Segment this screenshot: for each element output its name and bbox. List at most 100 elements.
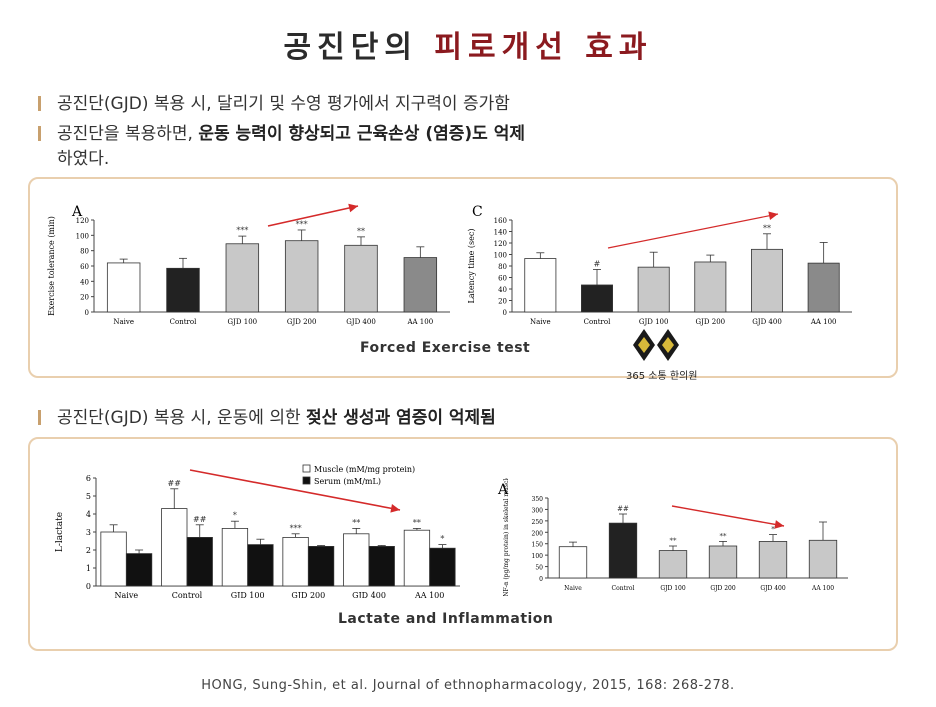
bullet-bar-icon bbox=[38, 126, 41, 141]
y-tick-label: 120 bbox=[76, 217, 89, 225]
panel-letter: C bbox=[472, 204, 483, 220]
y-tick-label: 160 bbox=[494, 217, 507, 225]
y-axis-label: L-lactate bbox=[55, 512, 65, 552]
significance-label: ** bbox=[413, 518, 421, 527]
y-tick-label: 6 bbox=[86, 474, 91, 483]
forced-exercise-caption: Forced Exercise test bbox=[360, 340, 531, 356]
y-tick-label: 120 bbox=[494, 240, 507, 248]
x-tick-label: GJD 200 bbox=[291, 591, 325, 598]
y-tick-label: 50 bbox=[535, 565, 543, 572]
y-tick-label: 4 bbox=[86, 510, 91, 519]
title-part1: 공진단의 bbox=[283, 30, 418, 65]
significance-label: ** bbox=[670, 537, 678, 545]
x-tick-label: GJD 100 bbox=[228, 318, 258, 326]
bar bbox=[807, 262, 840, 313]
x-tick-label: Naive bbox=[530, 318, 551, 326]
legend-label: Muscle (mM/mg protein) bbox=[314, 465, 415, 474]
significance-label: ** bbox=[763, 224, 771, 233]
y-tick-label: 100 bbox=[532, 553, 544, 560]
bar bbox=[161, 508, 188, 587]
chart-exercise-tolerance: 0 20 40 60 80 100 120 Exercise tolerance (min) A… bbox=[47, 203, 450, 326]
x-tick-label: Control bbox=[612, 585, 635, 592]
bar bbox=[694, 261, 727, 313]
title-part2: 피로개선 효과 bbox=[434, 30, 653, 65]
bar bbox=[751, 248, 783, 313]
y-tick-label: 0 bbox=[86, 582, 91, 591]
y-tick-label: 0 bbox=[503, 309, 507, 317]
bar bbox=[524, 258, 557, 313]
bar bbox=[125, 553, 153, 587]
panel-letter: A bbox=[497, 482, 509, 498]
y-axis-label: Latency time (sec) bbox=[467, 229, 476, 304]
bar bbox=[368, 546, 395, 587]
x-tick-label: Naive bbox=[564, 585, 582, 592]
y-tick-label: 5 bbox=[86, 492, 91, 501]
bar bbox=[247, 544, 274, 587]
x-tick-label: GJD 100 bbox=[660, 585, 686, 592]
page-title: 공진단의 피로개선 효과 bbox=[0, 22, 936, 66]
bar bbox=[284, 240, 319, 313]
y-tick-label: 40 bbox=[498, 286, 507, 294]
x-tick-label: GJD 200 bbox=[287, 318, 317, 326]
trend-arrow-head bbox=[390, 504, 400, 513]
trend-arrow-head bbox=[348, 203, 358, 213]
y-tick-label: 100 bbox=[76, 232, 89, 240]
bullet-2-text: 공진단을 복용하면, bbox=[57, 124, 199, 144]
significance-label: ** bbox=[352, 518, 360, 527]
y-tick-label: 20 bbox=[498, 298, 507, 306]
bar bbox=[403, 257, 438, 313]
bullet-bar-icon bbox=[38, 410, 41, 425]
y-tick-label: 60 bbox=[498, 275, 507, 283]
bar bbox=[166, 267, 200, 313]
y-tick-label: 60 bbox=[80, 263, 89, 271]
x-tick-label: GJD 100 bbox=[639, 318, 669, 326]
bar bbox=[558, 546, 588, 579]
x-tick-label: GJD 200 bbox=[696, 318, 726, 326]
significance-label: *** bbox=[236, 226, 248, 235]
bar bbox=[429, 547, 456, 587]
x-tick-label: GJD 400 bbox=[760, 585, 786, 592]
chart-l-lactate: 0 1 2 3 4 5 6 L-lactate Naive Control GJD 100 GJD 2… bbox=[55, 464, 460, 598]
bar bbox=[808, 539, 838, 579]
x-tick-label: AA 100 bbox=[406, 318, 433, 326]
y-tick-label: 150 bbox=[532, 542, 544, 549]
bullet-1-text: 공진단(GJD) 복용 시, 달리기 및 수영 평가에서 지구력이 증가함 bbox=[57, 94, 510, 114]
y-tick-label: 0 bbox=[85, 309, 89, 317]
legend-swatch bbox=[302, 476, 311, 485]
significance-label: # bbox=[594, 259, 601, 268]
x-tick-label: Control bbox=[170, 318, 197, 326]
clinic-logo: 365 소통 한의원 bbox=[626, 327, 697, 382]
bar bbox=[708, 545, 738, 579]
bullet-2-line2: 하였다. bbox=[57, 149, 110, 169]
bar bbox=[658, 550, 688, 579]
x-tick-label: AA 100 bbox=[810, 318, 837, 326]
y-tick-label: 40 bbox=[80, 278, 89, 286]
x-tick-label: GJD 400 bbox=[752, 318, 782, 326]
significance-label: ** bbox=[720, 532, 728, 540]
trend-arrow-line bbox=[607, 213, 779, 249]
bullet-bar-icon bbox=[38, 96, 41, 111]
bullet-3: 공진단(GJD) 복용 시, 운동에 의한 젖산 생성과 염증이 억제됨 bbox=[38, 406, 496, 431]
bar bbox=[307, 546, 335, 587]
significance-label: * bbox=[233, 511, 237, 520]
y-tick-label: 0 bbox=[539, 576, 543, 583]
legend-label: Serum (mM/mL) bbox=[314, 477, 381, 486]
y-tick-label: 140 bbox=[494, 229, 507, 237]
significance-label: ## bbox=[193, 515, 207, 524]
bullet-3-text: 공진단(GJD) 복용 시, 운동에 의한 bbox=[57, 408, 307, 428]
y-tick-label: 100 bbox=[494, 252, 507, 260]
bar bbox=[100, 531, 127, 587]
bar bbox=[608, 522, 638, 579]
significance-label: * bbox=[440, 535, 444, 544]
y-tick-label: 250 bbox=[532, 519, 544, 526]
x-tick-label: Control bbox=[584, 318, 611, 326]
y-tick-label: 1 bbox=[86, 564, 91, 573]
bar bbox=[758, 541, 788, 579]
significance-label: ** bbox=[357, 227, 365, 236]
trend-arrow-line bbox=[671, 505, 785, 527]
bar bbox=[282, 537, 309, 587]
x-tick-label: GJD 100 bbox=[231, 591, 265, 598]
chart-tnf-alpha: 0 50 100 150 200 250 300 350 TNF-α (pg/mg protei… bbox=[497, 478, 848, 596]
significance-label: ## bbox=[617, 505, 629, 513]
bullet-2-bold: 운동 능력이 향상되고 근육손상 (염증)도 억제 bbox=[198, 124, 525, 144]
